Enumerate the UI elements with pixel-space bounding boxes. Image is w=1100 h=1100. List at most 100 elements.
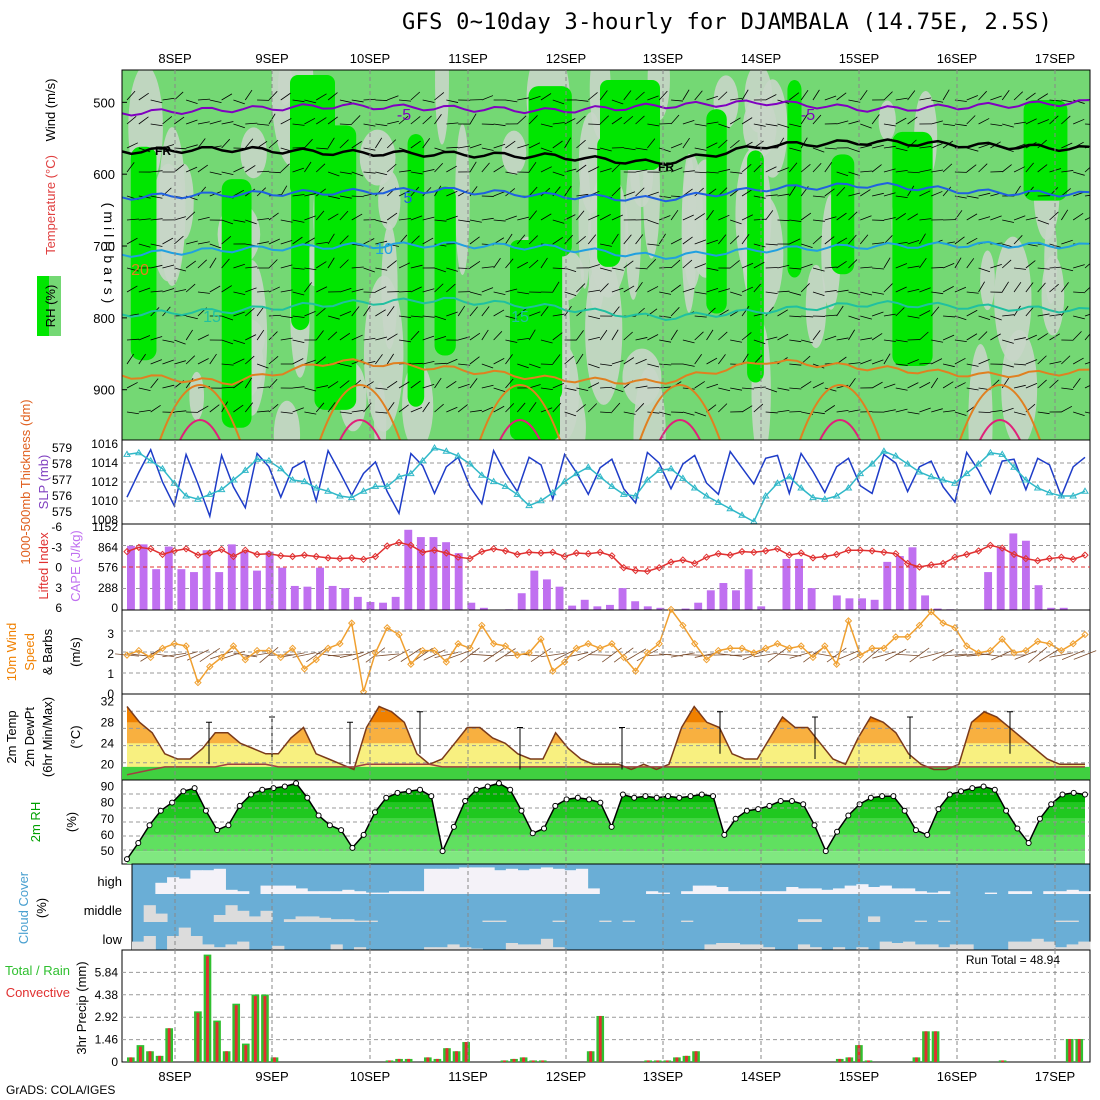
wind-barb xyxy=(375,171,388,176)
wind-barb xyxy=(434,403,444,413)
cape-bar xyxy=(454,553,463,610)
wind-barb xyxy=(126,285,138,293)
wind-barb xyxy=(316,261,327,269)
wind-barb xyxy=(126,142,138,149)
wind-barb xyxy=(221,121,234,125)
wind-barb xyxy=(186,99,198,105)
wind-barb xyxy=(363,238,375,245)
wind-barb xyxy=(150,378,159,389)
wind-barb xyxy=(576,283,586,293)
wind-unit: (m/s) xyxy=(68,637,83,667)
wind-barb xyxy=(540,123,553,128)
wind-barb xyxy=(185,329,193,341)
rh-point xyxy=(225,822,232,829)
wind-barb xyxy=(623,234,632,245)
wind-barb xyxy=(729,117,741,125)
surface-wind-barb xyxy=(423,649,446,661)
cloud-blocks xyxy=(132,867,1091,950)
thickness-point xyxy=(891,452,900,459)
precip-conv-bar xyxy=(273,1057,276,1062)
cloud-block xyxy=(1078,941,1091,950)
thickness-point xyxy=(1010,463,1018,470)
wind-barb xyxy=(410,140,421,149)
wind-barb xyxy=(257,410,270,413)
thickness-point xyxy=(359,487,368,494)
wind-barb xyxy=(245,307,255,317)
wind-barb xyxy=(872,192,884,197)
wind-barb xyxy=(848,362,861,365)
cloud-panel-frame xyxy=(131,863,1091,951)
wind-barb xyxy=(528,210,537,221)
cloud-block xyxy=(225,944,238,950)
wind-barb xyxy=(481,266,494,269)
wind-barb xyxy=(386,333,398,341)
wind-barb xyxy=(1049,115,1059,125)
wind-barb xyxy=(587,403,598,413)
wind-barb xyxy=(682,120,695,125)
wind-barb xyxy=(339,332,351,341)
wind-barb xyxy=(599,115,609,125)
wind-barb xyxy=(1037,219,1050,225)
cloud-block xyxy=(856,947,869,950)
wind-point xyxy=(1057,646,1066,655)
wind-barb xyxy=(268,139,279,149)
wind-barb xyxy=(1025,216,1038,221)
rh-point xyxy=(428,793,435,800)
temp-label-1: 2m Temp xyxy=(4,710,19,763)
rh-dry-pocket xyxy=(805,264,827,349)
wind-barb xyxy=(670,167,683,173)
rh-point xyxy=(518,807,525,814)
wind-barb xyxy=(1072,331,1082,341)
wind-barb xyxy=(517,97,530,101)
isotherm-line xyxy=(819,419,861,440)
wind-barb xyxy=(292,99,305,103)
rh-point xyxy=(236,802,243,809)
wind-barb xyxy=(990,410,1003,413)
cloud-block xyxy=(774,891,787,894)
wind-barb xyxy=(670,307,680,317)
wind-barb xyxy=(978,331,988,341)
wind-point xyxy=(690,640,699,648)
cloud-block xyxy=(949,944,962,950)
cape-bar xyxy=(694,602,703,610)
wind-point xyxy=(158,644,167,652)
wind-barb xyxy=(741,189,753,197)
rh-point xyxy=(495,780,502,787)
wind-barb xyxy=(564,291,577,297)
wind-barb xyxy=(292,123,305,126)
wind-barb xyxy=(824,147,837,150)
cloud-block xyxy=(587,888,600,894)
wind-barb xyxy=(505,288,518,293)
wind-barb xyxy=(623,331,633,341)
isotherm-line xyxy=(319,384,401,440)
wind-barb xyxy=(422,401,430,413)
surface-wind-barb xyxy=(718,653,743,657)
wind-barb xyxy=(871,311,884,317)
wind-barb xyxy=(576,236,586,245)
axis-tick-label: -3 xyxy=(51,540,62,554)
wind-barb xyxy=(836,237,848,245)
wind-barb xyxy=(540,306,549,317)
wind-barb xyxy=(670,284,681,293)
cape-bar xyxy=(366,601,375,610)
isotherm-line xyxy=(659,419,701,440)
cloud-block xyxy=(646,891,659,894)
isotherm-line xyxy=(959,384,1041,440)
precip-conv-bar xyxy=(1068,1038,1072,1062)
cloud-block xyxy=(751,944,764,950)
wind-barb xyxy=(398,170,411,173)
thickness-series xyxy=(123,444,1089,525)
wind-barb xyxy=(1013,384,1026,389)
wind-barb xyxy=(741,353,749,365)
cloud-block xyxy=(821,889,834,894)
wind-barb xyxy=(233,166,245,173)
wind-barb xyxy=(848,329,856,341)
wind-barb xyxy=(990,333,1001,341)
wind-barb xyxy=(363,123,376,127)
wind-barb xyxy=(682,339,695,344)
wind-barb xyxy=(469,219,482,223)
wind-point xyxy=(738,644,746,652)
rh-point xyxy=(135,840,142,846)
wind-barb xyxy=(789,92,800,101)
wind-barb xyxy=(327,213,339,221)
